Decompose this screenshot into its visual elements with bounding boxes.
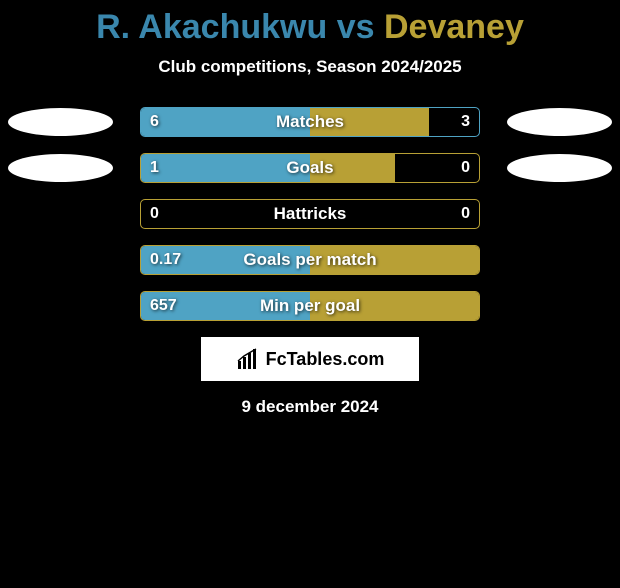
stat-value-left: 1 bbox=[150, 153, 159, 183]
stat-label: Matches bbox=[276, 107, 344, 137]
stat-label: Hattricks bbox=[274, 199, 347, 229]
stat-row: Hattricks 0 0 bbox=[0, 199, 620, 229]
stat-value-left: 0 bbox=[150, 199, 159, 229]
stat-row: Goals 1 0 bbox=[0, 153, 620, 183]
stat-value-right: 3 bbox=[461, 107, 470, 137]
stat-row: Matches 6 3 bbox=[0, 107, 620, 137]
stat-label: Min per goal bbox=[260, 291, 360, 321]
stat-value-left: 6 bbox=[150, 107, 159, 137]
bar-chart-icon bbox=[236, 347, 260, 371]
branding-text: FcTables.com bbox=[266, 349, 385, 370]
stat-value-right: 0 bbox=[461, 199, 470, 229]
title-player2: Devaney bbox=[384, 8, 524, 46]
player-marker-left bbox=[8, 108, 113, 136]
subtitle: Club competitions, Season 2024/2025 bbox=[0, 57, 620, 77]
stat-row: Min per goal 657 bbox=[0, 291, 620, 321]
stat-label: Goals bbox=[286, 153, 333, 183]
title-player1: R. Akachukwu bbox=[96, 8, 327, 46]
bar-left bbox=[140, 154, 310, 182]
stat-value-left: 0.17 bbox=[150, 245, 181, 275]
stat-label: Goals per match bbox=[243, 245, 376, 275]
player-marker-left bbox=[8, 154, 113, 182]
player-marker-right bbox=[507, 154, 612, 182]
page-title: R. Akachukwu vs Devaney bbox=[0, 8, 620, 47]
title-vs: vs bbox=[327, 8, 384, 46]
stat-value-left: 657 bbox=[150, 291, 177, 321]
player-marker-right bbox=[507, 108, 612, 136]
stat-value-right: 0 bbox=[461, 153, 470, 183]
date-text: 9 december 2024 bbox=[0, 397, 620, 417]
branding-box: FcTables.com bbox=[201, 337, 419, 381]
comparison-chart: Matches 6 3 Goals 1 0 Hattricks 0 0 Goals per mat… bbox=[0, 107, 620, 321]
stat-row: Goals per match 0.17 bbox=[0, 245, 620, 275]
